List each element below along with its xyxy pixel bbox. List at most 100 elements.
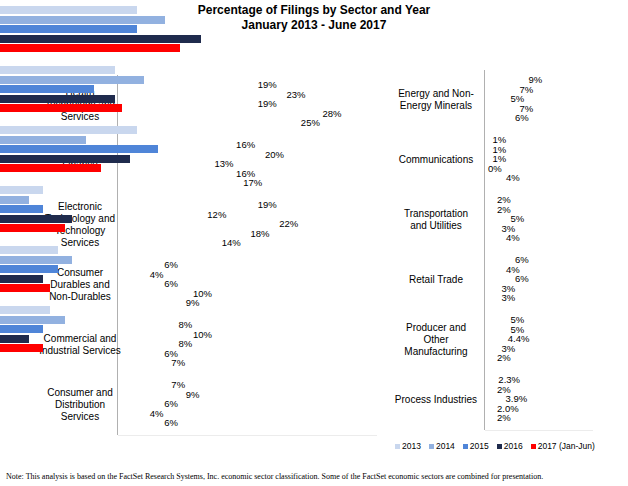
data-label: 3% <box>502 292 516 304</box>
bar <box>0 186 27 194</box>
legend-item: 2016 <box>497 441 523 452</box>
bar <box>0 35 32 43</box>
bar <box>0 256 23 264</box>
data-label: 8% <box>179 338 193 350</box>
bar <box>0 275 14 283</box>
bar <box>0 76 5 84</box>
data-label: 19% <box>258 98 277 110</box>
plot-area <box>118 75 377 435</box>
data-label: 4% <box>150 408 164 420</box>
bar <box>0 145 158 153</box>
legend: 2013 2014 2015 2016 2017 (Jan-Jun) <box>395 441 603 452</box>
legend-swatch <box>429 444 434 449</box>
bar <box>0 325 18 333</box>
data-label: 20% <box>265 149 284 161</box>
bar <box>0 316 9 324</box>
data-label: 17% <box>243 177 262 189</box>
data-label: 25% <box>301 117 320 129</box>
bar <box>0 136 86 144</box>
bar <box>0 6 41 14</box>
bar <box>0 265 20 273</box>
x-axis-range <box>485 430 593 431</box>
data-label: 6% <box>164 259 178 271</box>
data-label: 2% <box>497 352 511 364</box>
legend-swatch <box>531 444 536 449</box>
bar <box>0 66 115 74</box>
bar <box>0 104 18 112</box>
bar <box>0 76 144 84</box>
data-label: 9% <box>186 297 200 309</box>
bar <box>0 306 10 314</box>
data-label: 6% <box>164 398 178 410</box>
bar <box>0 145 23 153</box>
bar <box>0 164 18 172</box>
category-label: Producer and Other Manufacturing <box>386 322 486 358</box>
x-axis-range <box>118 435 377 436</box>
data-label: 28% <box>322 108 341 120</box>
bar <box>0 335 9 343</box>
data-label: 16% <box>236 139 255 151</box>
legend-label: 2014 <box>436 441 455 452</box>
data-label: 18% <box>251 228 270 240</box>
data-label: 6% <box>164 278 178 290</box>
data-label: 9% <box>186 389 200 401</box>
bar <box>0 246 23 254</box>
data-label: 2% <box>497 412 511 424</box>
data-label: 4% <box>506 172 520 184</box>
data-label: 8% <box>179 319 193 331</box>
category-label: Communications <box>386 154 486 166</box>
category-label: Energy and Non- Energy Minerals <box>386 88 486 112</box>
bar <box>0 215 14 223</box>
legend-label: 2013 <box>402 441 421 452</box>
data-label: 12% <box>207 209 226 221</box>
bar <box>0 284 9 292</box>
bar <box>0 16 32 24</box>
bar <box>0 85 5 93</box>
bar <box>0 104 122 112</box>
y-axis-line <box>484 70 485 430</box>
legend-item: 2017 (Jan-Jun) <box>531 441 595 452</box>
bar <box>0 344 9 352</box>
bar <box>0 85 94 93</box>
data-label: 2% <box>497 204 511 216</box>
data-label: 6% <box>515 112 529 124</box>
bar <box>0 196 18 204</box>
category-label: Consumer and Distribution Services <box>32 387 128 423</box>
data-label: 7% <box>171 357 185 369</box>
data-label: 19% <box>258 199 277 211</box>
legend-item: 2015 <box>463 441 489 452</box>
note: Note: This analysis is based on the Fact… <box>6 472 543 482</box>
bar <box>0 136 9 144</box>
data-label: 4% <box>506 232 520 244</box>
data-label: 6% <box>515 273 529 285</box>
category-label: Commercial and Industrial Services <box>32 333 128 357</box>
bar <box>0 316 65 324</box>
chart-root: Percentage of Filings by Sector and Year… <box>0 0 628 486</box>
data-label: 0% <box>488 163 502 175</box>
bar <box>0 155 14 163</box>
data-label: 7% <box>171 379 185 391</box>
bar <box>0 25 23 33</box>
legend-item: 2013 <box>395 441 421 452</box>
data-label: 13% <box>215 158 234 170</box>
data-label: 22% <box>279 218 298 230</box>
data-label: 6% <box>164 417 178 429</box>
legend-label: 2015 <box>470 441 489 452</box>
data-label: 14% <box>222 237 241 249</box>
data-label: 23% <box>286 89 305 101</box>
bar <box>0 126 9 134</box>
category-label: Retail Trade <box>386 274 486 286</box>
bar <box>0 66 5 74</box>
legend-swatch <box>497 444 502 449</box>
bar <box>0 155 130 163</box>
data-label: 4% <box>150 269 164 281</box>
legend-item: 2014 <box>429 441 455 452</box>
category-label: Process Industries <box>386 394 486 406</box>
bar <box>0 95 115 103</box>
data-label: 19% <box>258 79 277 91</box>
data-label: 10% <box>193 329 212 341</box>
bar <box>0 44 27 52</box>
bar <box>0 205 27 213</box>
bar <box>0 224 14 232</box>
legend-label: 2016 <box>504 441 523 452</box>
